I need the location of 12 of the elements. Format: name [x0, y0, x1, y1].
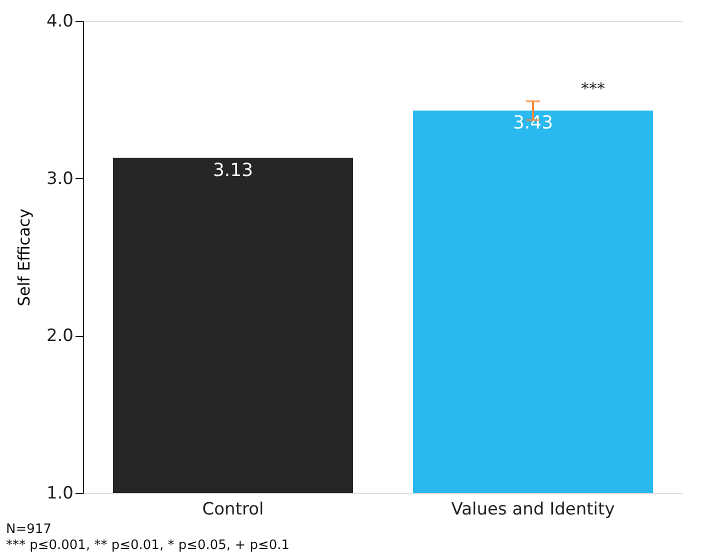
y-tick-label: 4.0 [46, 12, 74, 32]
text: *** p≤0.001, ** p≤0.01, * p≤0.05, + p≤0.1 [6, 538, 290, 553]
y-tick-label: 2.0 [46, 326, 74, 346]
text: N=917 [6, 522, 52, 537]
y-tick-label: 1.0 [46, 484, 74, 504]
y-tick-label: 3.0 [46, 168, 74, 189]
x-tick-label: Values and Identity [451, 500, 615, 520]
y-axis-title: Self Efficacy [14, 208, 34, 306]
data-label: 3.43 [512, 112, 554, 134]
x-tick-label: Control [202, 500, 264, 520]
annotation: *** [581, 79, 605, 98]
data-label: 3.13 [212, 160, 254, 181]
